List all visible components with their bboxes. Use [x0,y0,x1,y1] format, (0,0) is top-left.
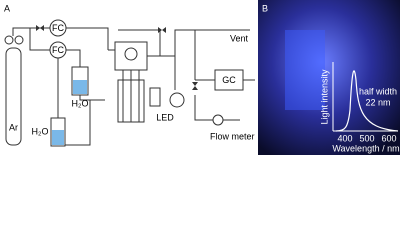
electrode [124,47,138,61]
spectrum [335,70,399,132]
panel-letter: B [262,3,268,13]
label: Vent [230,33,249,43]
water [73,80,87,94]
power [169,92,185,108]
label: GC [222,75,236,85]
figure: A Ar FC FC H₂O H₂O LED Vent GC Flow mete… [4,0,400,155]
axis [332,62,398,132]
water [52,130,64,145]
panel-a: A Ar FC FC H₂O H₂O LED Vent GC Flow mete… [4,3,255,147]
label: Ar [9,122,18,132]
label: H₂O [72,98,89,108]
gauge [14,35,24,45]
cell-top [114,41,148,71]
tick-label: 500 [359,133,374,143]
panel-b: B Light intensity half width 22 nm 400 5… [258,0,400,155]
pipe [12,27,118,146]
valve [36,25,44,31]
flow-controller [49,19,67,37]
valve [158,27,198,90]
flow-meter [212,114,224,126]
tick-label: 400 [337,133,352,143]
cylinder [5,47,22,146]
label: FC [52,23,64,33]
axis-label: Wavelength / nm [332,143,399,153]
tick-label: 600 [381,133,396,143]
led [149,87,161,107]
photo-glow [285,30,325,110]
pipe [174,30,240,121]
flow-controller [49,41,67,59]
label: LED [156,112,174,122]
annotation: half width [359,86,397,96]
gauge [4,35,14,45]
label: Flow meter [210,131,255,141]
annotation: 22 nm [365,97,390,107]
label: H₂O [32,126,49,136]
axis-label: Light intensity [319,69,329,125]
label: FC [52,45,64,55]
photo [258,0,400,155]
panel-letter: A [4,3,10,13]
